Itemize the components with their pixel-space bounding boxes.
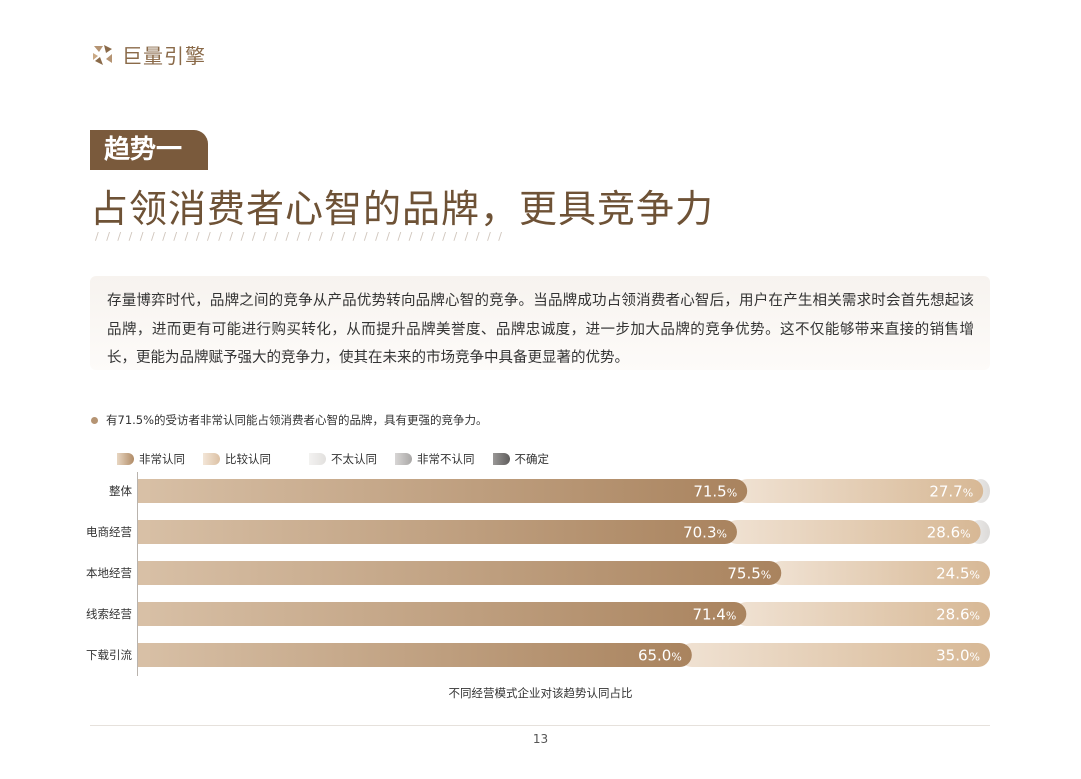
- data-label: 65.0%: [638, 647, 682, 665]
- chart-legend: 非常认同 比较认同 不太认同 非常不认同 不确定: [117, 451, 567, 467]
- bar-segment: [735, 479, 984, 503]
- key-finding: 有71.5%的受访者非常认同能占领消费者心智的品牌，具有更强的竞争力。: [91, 412, 488, 428]
- bar-segment: [138, 643, 692, 667]
- brand-name: 巨量引擎: [122, 44, 206, 68]
- bullet-icon: [91, 416, 98, 424]
- legend-swatch: [117, 453, 134, 465]
- legend-swatch: [203, 453, 220, 465]
- y-tick-label: 整体: [109, 484, 132, 498]
- data-label: 24.5%: [936, 565, 980, 583]
- data-label: 70.3%: [683, 524, 727, 542]
- y-tick-label: 线索经营: [86, 607, 132, 621]
- bar-segment: [724, 520, 981, 544]
- trend-tag: 趋势一: [90, 130, 208, 170]
- data-label: 75.5%: [727, 565, 771, 583]
- legend-label: 非常认同: [139, 452, 185, 466]
- y-tick-label: 本地经营: [86, 566, 132, 580]
- bar-segment: [138, 479, 748, 503]
- data-label: 28.6%: [936, 606, 980, 624]
- page-title: 占领消费者心智的品牌，更具竞争力: [90, 187, 715, 231]
- decorative-slashes: / / / / / / / / / / / / / / / / / / / / …: [95, 230, 505, 243]
- bar-segment-left-edge: [138, 479, 150, 503]
- legend-label: 不太认同: [331, 452, 377, 466]
- brand-logo-icon: [93, 44, 112, 65]
- legend-swatch: [309, 453, 326, 465]
- legend-item-strongly-disagree: 非常不认同: [395, 451, 475, 467]
- page-number: 13: [532, 732, 549, 746]
- legend-label: 不确定: [514, 452, 550, 466]
- legend-swatch: [492, 453, 510, 465]
- bar-segment: [138, 602, 747, 626]
- legend-label: 非常不认同: [417, 452, 475, 466]
- y-tick-label: 下载引流: [86, 648, 132, 662]
- data-label: 27.7%: [929, 483, 973, 501]
- bar-segment-left-edge: [138, 643, 150, 667]
- footer-divider: [90, 725, 990, 726]
- brand-logo: 巨量引擎: [90, 40, 206, 69]
- bar-segment: [138, 561, 782, 585]
- bar-segment-left-edge: [138, 602, 150, 626]
- stacked-bar-chart: 整体 71.5% 27.7% 电商经营 70.3% 28.6% 本地经营 75.5% 24.5%…: [86, 472, 990, 676]
- data-label: 28.6%: [927, 524, 971, 542]
- bar-segment-left-edge: [138, 520, 150, 544]
- key-finding-text: 有71.5%的受访者非常认同能占领消费者心智的品牌，具有更强的竞争力。: [106, 413, 488, 427]
- bar-segment: [138, 520, 737, 544]
- legend-item-unsure: 不确定: [492, 451, 550, 467]
- legend-swatch: [395, 453, 412, 465]
- intro-text: 存量博弈时代，品牌之间的竞争从产品优势转向品牌心智的竞争。当品牌成功占领消费者心…: [107, 293, 974, 366]
- data-label: 71.5%: [693, 483, 737, 501]
- intro-box: 存量博弈时代，品牌之间的竞争从产品优势转向品牌心智的竞争。当品牌成功占领消费者心…: [90, 276, 990, 370]
- legend-item-somewhat-disagree: 不太认同: [309, 451, 377, 467]
- bar-segment: [679, 643, 990, 667]
- legend-label: 比较认同: [225, 452, 271, 466]
- bar-segment-left-edge: [138, 561, 150, 585]
- legend-item-agree: 比较认同: [203, 451, 271, 467]
- data-label: 71.4%: [692, 606, 736, 624]
- bar-segment: [769, 561, 990, 585]
- data-label: 35.0%: [936, 647, 980, 665]
- y-tick-label: 电商经营: [86, 525, 132, 539]
- legend-item-very-agree: 非常认同: [117, 451, 185, 467]
- chart-title: 不同经营模式企业对该趋势认同占比: [448, 686, 633, 700]
- bar-segment: [734, 602, 990, 626]
